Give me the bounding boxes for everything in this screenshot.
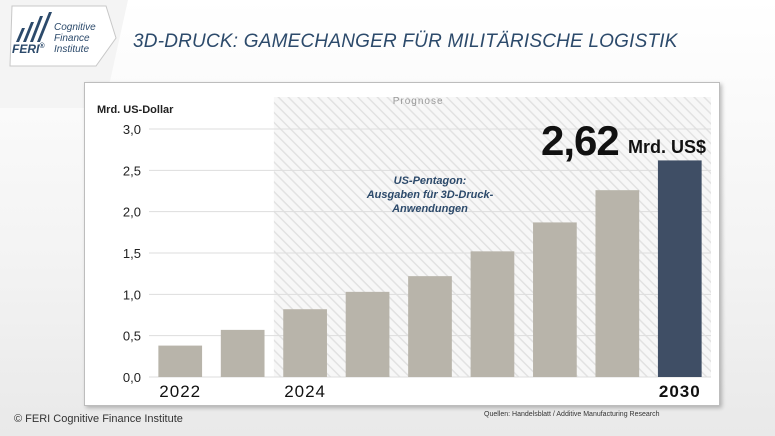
x-tick-label: 2022 — [159, 382, 201, 401]
bar-chart: Prognose 0,0 0,5 1,0 1,5 2,0 2,5 3,0 Mrd. US-Do… — [97, 96, 711, 401]
y-tick-label: 0,5 — [123, 329, 141, 344]
logo-line-3: Institute — [54, 44, 90, 55]
x-tick-label: 2030 — [659, 382, 701, 401]
page-title: 3D-DRUCK: GAMECHANGER FÜR MILITÄRISCHE L… — [133, 31, 678, 52]
logo-brand: FERI® — [12, 42, 45, 56]
logo-brand-name: FERI — [12, 42, 40, 56]
source-text: Quellen: Handelsblatt / Additive Manufac… — [484, 411, 660, 418]
bar-2030 — [657, 160, 702, 377]
y-tick-label: 2,0 — [123, 205, 141, 220]
bar-2022 — [158, 345, 203, 377]
annotation-title: US-Pentagon: — [394, 175, 467, 187]
bar-2026 — [408, 276, 452, 377]
annotation-line: Ausgaben für 3D-Druck- — [366, 189, 494, 201]
y-tick-label: 3,0 — [123, 122, 141, 137]
logo-line-1: Cognitive — [54, 22, 96, 33]
bar-2029 — [595, 190, 640, 377]
chart-frame: Prognose 0,0 0,5 1,0 1,5 2,0 2,5 3,0 Mrd. US-Do… — [84, 82, 720, 406]
y-tick-label: 1,0 — [123, 287, 141, 302]
x-tick-label: 2024 — [284, 382, 326, 401]
bar-2027 — [470, 251, 515, 377]
bar-2025 — [345, 291, 390, 377]
bar-2024 — [283, 309, 327, 377]
logo-line-2: Finance — [54, 33, 90, 44]
copyright-text: © FERI Cognitive Finance Institute — [14, 413, 183, 425]
forecast-label: Prognose — [393, 96, 444, 107]
highlight-unit: Mrd. US$ — [628, 137, 706, 157]
bar-2028 — [533, 222, 577, 377]
highlight-value: 2,62 — [541, 117, 619, 164]
y-tick-label: 0,0 — [123, 370, 141, 385]
annotation-line: Anwendungen — [391, 203, 468, 215]
y-tick-label: 1,5 — [123, 246, 141, 261]
logo-wordmark: Cognitive Finance Institute — [54, 22, 96, 55]
y-tick-label: 2,5 — [123, 163, 141, 178]
feri-logo-icon — [16, 12, 52, 42]
y-axis-label: Mrd. US-Dollar — [97, 104, 174, 116]
bar-2023 — [220, 329, 265, 377]
logo-registered: ® — [39, 43, 45, 50]
